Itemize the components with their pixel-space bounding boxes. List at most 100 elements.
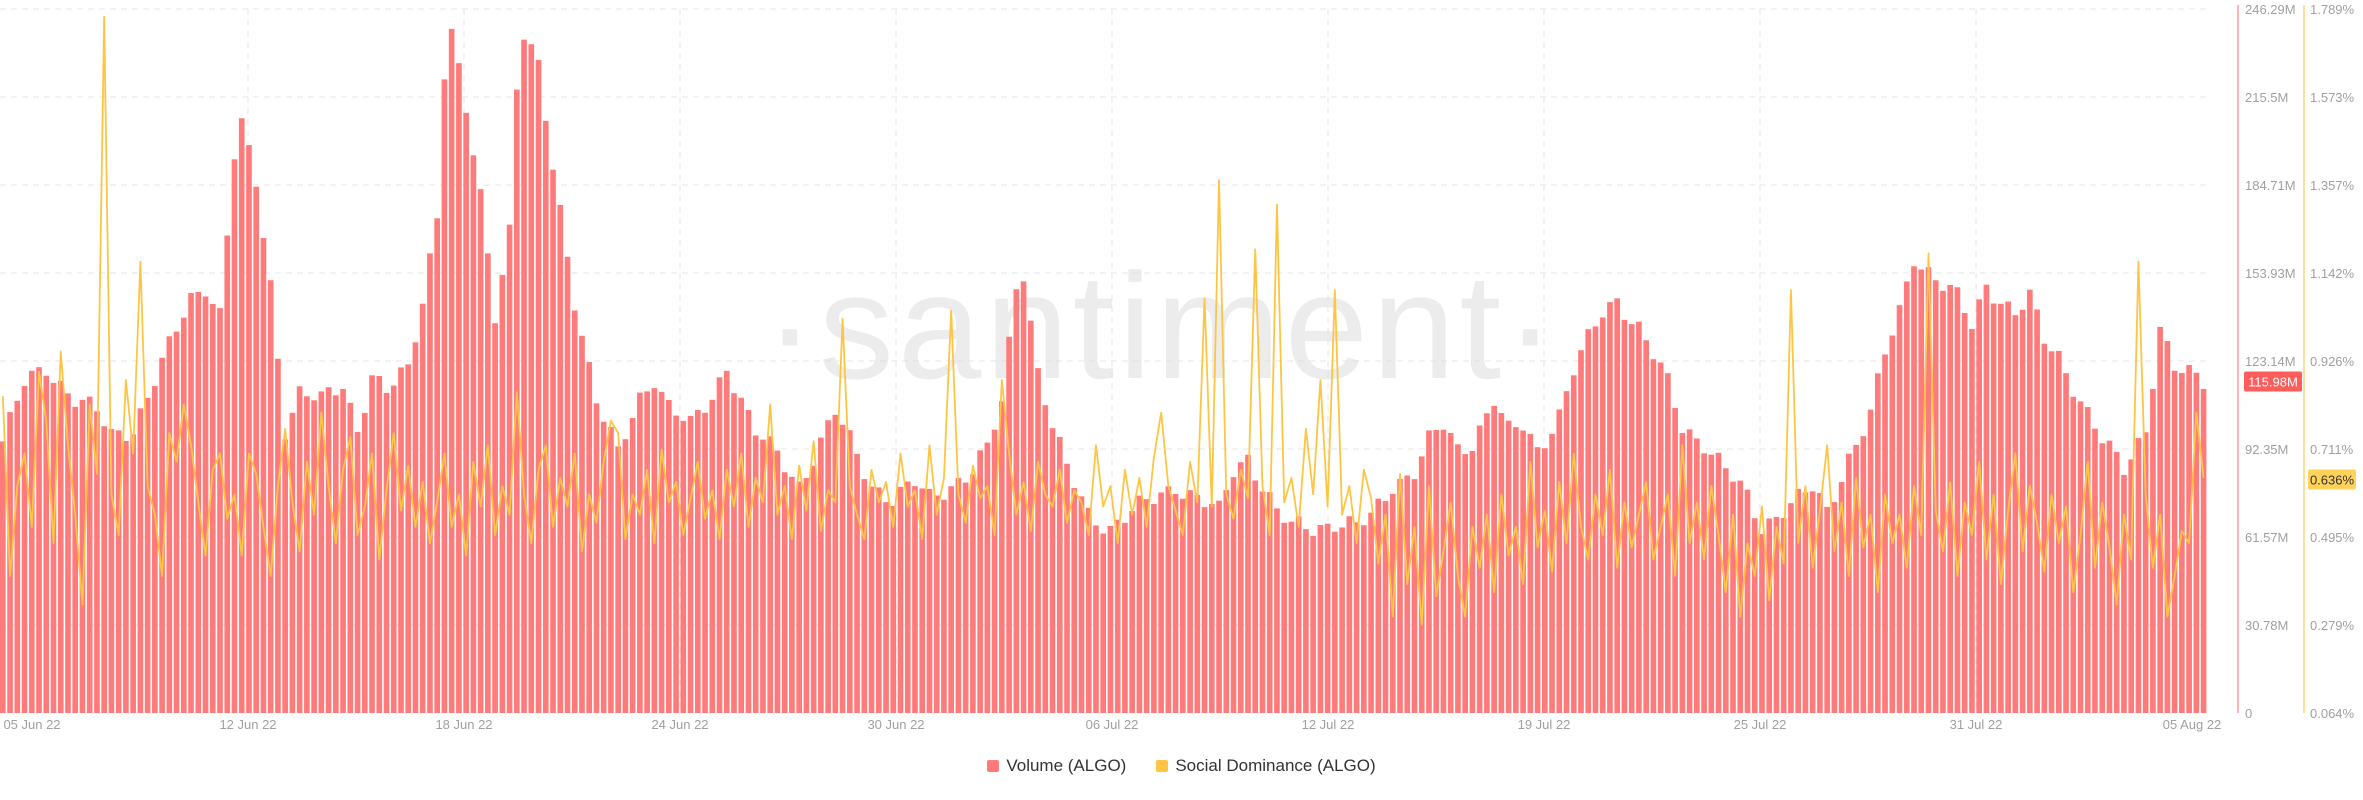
volume-bar xyxy=(2092,428,2098,713)
volume-bar xyxy=(1817,492,1823,713)
volume-bar xyxy=(1469,451,1476,713)
volume-bar xyxy=(1397,478,1403,713)
volume-bar xyxy=(318,391,325,713)
volume-bar xyxy=(2055,350,2062,713)
legend-item-volume[interactable]: Volume (ALGO) xyxy=(987,756,1126,776)
y-right-tick-label: 1.789% xyxy=(2310,2,2355,17)
volume-bar xyxy=(738,397,745,713)
volume-bar xyxy=(1990,303,1997,713)
volume-bar xyxy=(1310,535,1316,713)
volume-bar xyxy=(1860,436,1867,713)
volume-bar xyxy=(1940,290,1946,713)
volume-bar xyxy=(282,439,288,713)
volume-bar xyxy=(1259,491,1266,713)
volume-bar xyxy=(579,335,585,713)
volume-bar xyxy=(275,358,281,713)
volume-bar xyxy=(21,385,28,713)
volume-bar xyxy=(1006,336,1012,713)
volume-bar xyxy=(1874,373,1881,713)
volume-bar xyxy=(1303,529,1309,713)
y-right-tick-label: 1.142% xyxy=(2310,266,2355,281)
volume-bar xyxy=(1332,531,1338,713)
volume-bar xyxy=(1056,436,1063,713)
volume-bar xyxy=(1078,496,1085,713)
volume-bar xyxy=(1122,522,1128,713)
volume-bar xyxy=(1570,375,1577,713)
volume-bar xyxy=(550,169,556,713)
volume-bar xyxy=(405,364,412,713)
volume-bar xyxy=(1549,433,1555,713)
volume-bar xyxy=(108,428,115,713)
volume-bar xyxy=(1730,481,1736,713)
volume-bar xyxy=(1013,289,1020,713)
volume-bar xyxy=(188,293,194,713)
volume-bar xyxy=(1665,373,1671,713)
volume-bar xyxy=(304,396,310,713)
volume-bar xyxy=(485,253,491,713)
volume-bar xyxy=(419,303,426,713)
y-right-tick-label: 0.064% xyxy=(2310,706,2355,721)
x-tick-label: 05 Aug 22 xyxy=(2163,717,2222,732)
volume-bar xyxy=(854,453,860,713)
volume-bar xyxy=(818,437,824,713)
volume-bar xyxy=(267,280,274,713)
volume-bar xyxy=(0,441,6,713)
volume-bar xyxy=(1541,448,1548,713)
volume-bar xyxy=(1064,463,1070,713)
volume-bar xyxy=(166,336,173,713)
volume-bar xyxy=(2012,315,2019,713)
volume-bar xyxy=(1476,425,1483,713)
volume-bar xyxy=(1969,328,1975,713)
volume-bar xyxy=(2164,341,2171,713)
volume-bar xyxy=(1737,480,1744,713)
volume-bar xyxy=(941,499,947,713)
x-tick-label: 12 Jul 22 xyxy=(1302,717,1355,732)
volume-bar xyxy=(492,323,498,713)
volume-bar xyxy=(1983,284,1990,713)
volume-bar xyxy=(2200,388,2207,713)
volume-bar xyxy=(173,331,180,713)
volume-bar xyxy=(1295,516,1302,713)
volume-bar xyxy=(644,391,650,713)
volume-bar xyxy=(789,476,795,713)
x-tick-label: 19 Jul 22 xyxy=(1518,717,1571,732)
axes-layer: 0 30.78M 61.57M 92.35M 123.14M 153.93M 184.71M… xyxy=(3,2,2354,732)
volume-bar xyxy=(919,488,926,713)
volume-bar xyxy=(1614,298,1621,713)
volume-bar xyxy=(1513,427,1519,713)
volume-bar xyxy=(999,401,1005,713)
volume-bar xyxy=(1809,491,1816,713)
volume-bar xyxy=(1440,429,1447,713)
volume-bar xyxy=(2077,401,2084,713)
volume-bar xyxy=(1252,480,1259,713)
volume-bar xyxy=(1708,454,1715,713)
volume-bar xyxy=(1585,329,1592,713)
volume-bar xyxy=(1484,413,1490,713)
current-social-badge xyxy=(2308,469,2356,490)
y-left-tick-label: 215.5M xyxy=(2245,90,2288,105)
volume-bar xyxy=(1889,335,1896,713)
volume-bar xyxy=(709,399,716,713)
volume-bar xyxy=(694,409,701,713)
volume-bar xyxy=(1498,413,1505,713)
volume-bar xyxy=(673,415,679,713)
volume-bar xyxy=(333,395,339,713)
social-dominance-line xyxy=(1,15,2205,626)
volume-bar xyxy=(130,434,136,713)
y-left-tick-label: 246.29M xyxy=(2245,2,2296,17)
volume-bar xyxy=(1288,521,1295,713)
volume-bar xyxy=(1071,487,1078,713)
volume-bar xyxy=(253,186,260,713)
volume-bar xyxy=(658,391,665,713)
volume-bar xyxy=(1744,489,1751,713)
volume-bar xyxy=(825,420,831,713)
volume-bar xyxy=(1020,281,1027,713)
volume-bar xyxy=(1114,519,1121,713)
volume-bar xyxy=(832,414,839,713)
volume-bar xyxy=(2121,474,2127,713)
volume-bar xyxy=(1100,533,1107,713)
volume-bar xyxy=(521,39,527,713)
volume-bar xyxy=(456,63,462,714)
legend-item-social[interactable]: Social Dominance (ALGO) xyxy=(1156,756,1376,776)
volume-bar xyxy=(369,375,375,713)
